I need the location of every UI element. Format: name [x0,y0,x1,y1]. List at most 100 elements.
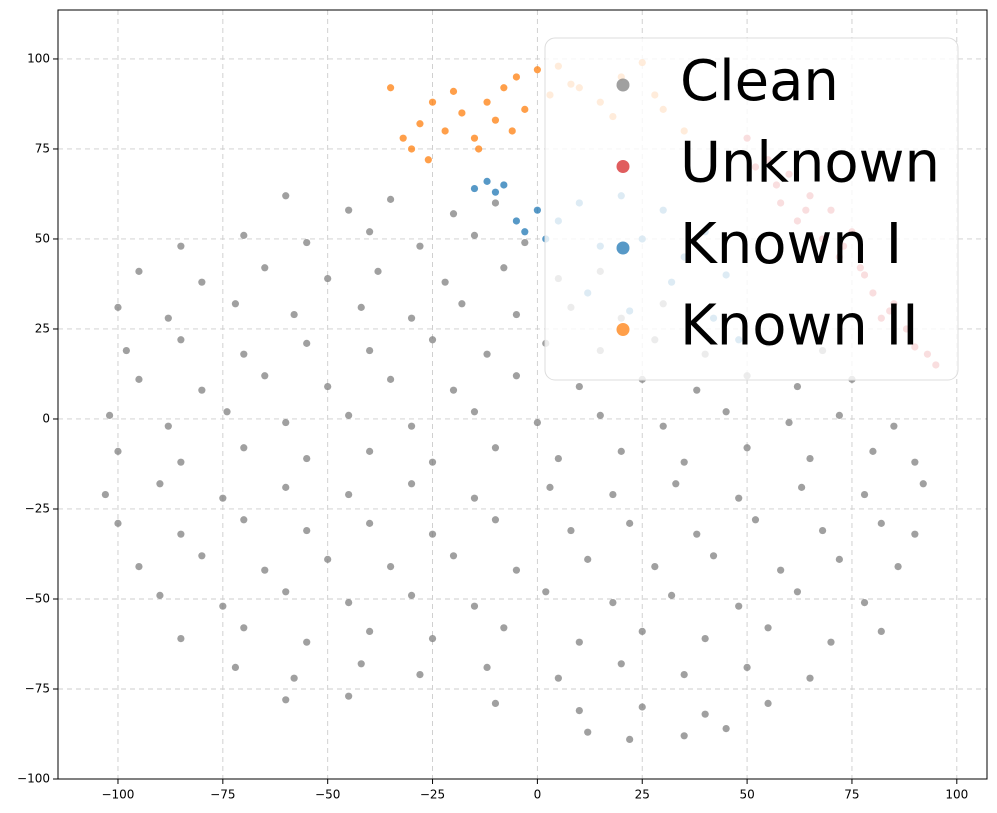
legend-marker [616,323,630,336]
y-tick-label: −50 [25,591,50,605]
scatter-point [638,703,646,711]
scatter-point [177,242,185,250]
scatter-point [428,634,437,643]
scatter-point [156,591,164,599]
scatter-point [575,382,583,391]
scatter-point [798,483,806,491]
scatter-point [521,105,529,113]
scatter-point [764,624,772,632]
scatter-point [890,422,898,430]
scatter-point [428,458,437,466]
scatter-point [818,526,827,535]
scatter-point [860,490,869,499]
scatter-point [177,336,185,344]
legend-label: Clean [680,49,839,114]
legend: Clean Unknown Known I Known II [544,37,959,381]
scatter-point [584,728,592,736]
scatter-point [345,411,353,419]
scatter-point [428,98,437,106]
y-tick-label: −25 [25,501,50,515]
scatter-point [512,372,521,380]
scatter-point [575,638,583,646]
scatter-point [303,339,311,347]
scatter-point [491,516,500,524]
y-tick-label: 50 [35,231,50,245]
scatter-point [282,588,290,596]
y-tick-label: 0 [42,411,50,425]
scatter-point [164,422,172,430]
scatter-point [441,127,449,135]
scatter-point [449,87,458,95]
x-tick-label: −75 [210,788,235,802]
legend-label: Known I [680,212,902,277]
scatter-point [366,447,374,455]
scatter-point [240,516,248,524]
x-tick-label: −50 [315,788,340,802]
scatter-point [449,210,458,218]
scatter-point [567,526,575,535]
scatter-point [575,706,583,715]
scatter-point [701,710,709,718]
scatter-point [911,530,919,538]
scatter-point [806,454,814,463]
plot-frame [57,9,988,780]
scatter-point [374,267,382,275]
scatter-point [793,382,802,391]
scatter-point [835,555,843,563]
scatter-point [491,699,500,707]
scatter-point [198,386,206,394]
scatter-point [521,238,529,247]
scatter-point [500,624,508,632]
scatter-point [407,314,416,322]
scatter-point [282,483,290,491]
scatter-point [303,238,311,247]
scatter-point [282,192,290,200]
scatter-point [743,444,751,452]
scatter-point [835,411,843,419]
x-tick-label: −25 [420,788,445,802]
scatter-point [735,602,743,610]
scatter-point [458,300,466,308]
legend-label: Unknown [680,131,940,196]
scatter-point [219,602,227,610]
scatter-point [357,660,365,668]
scatter-point [240,624,248,632]
scatter-point [441,278,449,286]
scatter-point [680,732,688,740]
scatter-point [512,73,521,81]
scatter-point [512,217,521,225]
scatter-point [542,588,550,596]
scatter-point [743,663,751,671]
scatter-point [491,188,500,196]
scatter-point [135,267,143,275]
scatter-point [512,310,521,319]
scatter-point [345,206,353,214]
scatter-point [261,372,269,380]
scatter-point [114,303,122,311]
scatter-point [164,314,172,322]
scatter-point [491,116,500,124]
scatter-point [668,591,676,599]
x-tick-label: 25 [635,788,650,802]
scatter-point [135,375,143,383]
scatter-point [261,264,269,272]
scatter-point [366,627,374,635]
legend-marker [616,160,630,173]
scatter-point [282,696,290,704]
scatter-point [345,692,353,700]
scatter-point [521,228,529,236]
scatter-point [751,516,760,524]
y-tick-label: 75 [35,141,50,155]
scatter-point [651,562,659,571]
scatter-point [554,674,562,682]
scatter-point [198,278,206,286]
scatter-point [546,483,554,491]
scatter-point [428,336,437,344]
legend-label: Known II [680,294,919,359]
legend-marker [616,241,630,255]
scatter-point [357,303,365,311]
scatter-point [500,84,508,92]
scatter-point [659,422,667,430]
scatter-point [345,490,353,499]
scatter-point [407,422,416,430]
